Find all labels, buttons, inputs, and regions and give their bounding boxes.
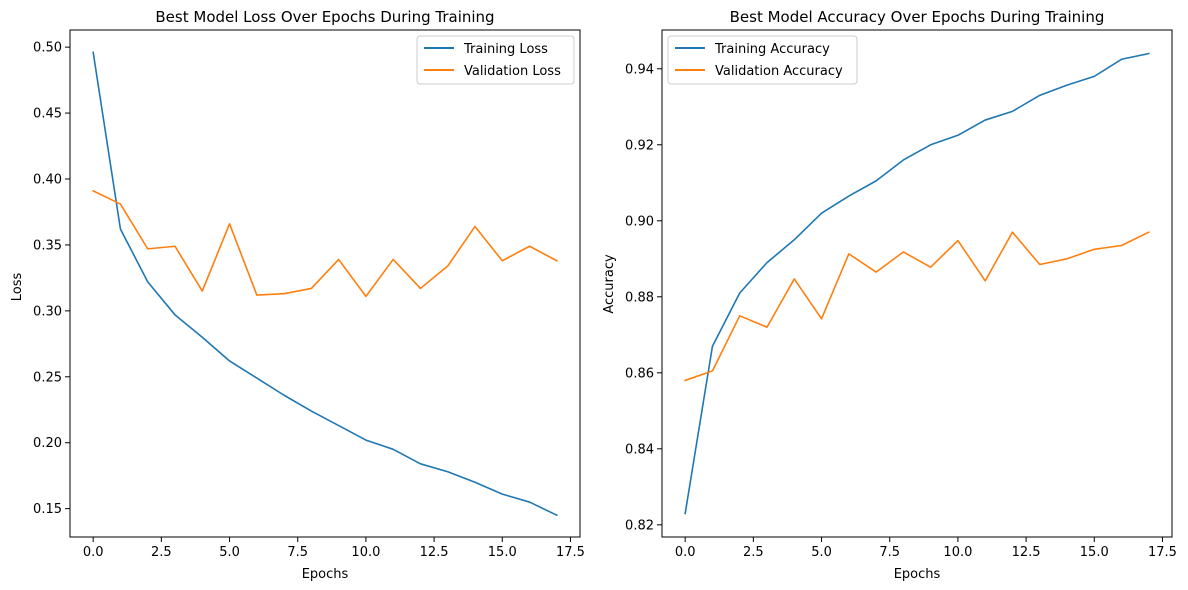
loss-ytick-label: 0.35 xyxy=(33,238,62,253)
loss-xtick-label: 12.5 xyxy=(420,545,449,560)
accuracy-chart-axes-frame xyxy=(661,29,1173,538)
loss-chart-plot-area: 0.0 2.5 5.0 7.5 10.0 12.5 15.0 17.5 0.15 0.20 0.25… xyxy=(33,41,585,560)
loss-xtick-label: 7.5 xyxy=(287,545,308,560)
accuracy-xtick-label: 10.0 xyxy=(943,545,972,560)
loss-ytick-label: 0.20 xyxy=(33,436,62,451)
series-line-training-accuracy xyxy=(684,52,1150,515)
accuracy-ytick-label: 0.84 xyxy=(625,442,654,457)
accuracy-xtick-label: 15.0 xyxy=(1080,545,1109,560)
legend-label-training-accuracy: Training Accuracy xyxy=(714,42,830,57)
loss-legend-box xyxy=(416,35,575,85)
loss-chart-legend: Training Loss Validation Loss xyxy=(416,35,575,85)
loss-chart-axes-frame xyxy=(69,29,581,538)
accuracy-ytick-label: 0.94 xyxy=(625,62,654,77)
loss-ytick-label: 0.25 xyxy=(33,370,62,385)
loss-chart-xlabel: Epochs xyxy=(302,567,349,582)
accuracy-xtick-label: 2.5 xyxy=(743,545,764,560)
accuracy-chart-ylabel: Accuracy xyxy=(602,254,617,314)
accuracy-chart-xlabel: Epochs xyxy=(894,567,941,582)
loss-xtick-label: 17.5 xyxy=(556,545,585,560)
accuracy-chart-plot-area: 0.0 2.5 5.0 7.5 10.0 12.5 15.0 17.5 0.82 0.84 0.86… xyxy=(625,52,1177,560)
loss-xtick-label: 2.5 xyxy=(151,545,172,560)
loss-ytick-label: 0.30 xyxy=(33,304,62,319)
legend-label-validation-accuracy: Validation Accuracy xyxy=(715,64,843,79)
accuracy-legend-box xyxy=(667,35,858,85)
accuracy-chart-title: Best Model Accuracy Over Epochs During T… xyxy=(730,8,1105,26)
accuracy-ytick-label: 0.82 xyxy=(625,518,654,533)
accuracy-chart-panel: Best Model Accuracy Over Epochs During T… xyxy=(602,8,1177,582)
accuracy-ytick-label: 0.86 xyxy=(625,366,654,381)
legend-label-validation-loss: Validation Loss xyxy=(464,64,561,79)
loss-xtick-label: 10.0 xyxy=(351,545,380,560)
series-line-validation-loss xyxy=(92,189,558,298)
accuracy-xtick-label: 0.0 xyxy=(675,545,696,560)
loss-ytick-label: 0.15 xyxy=(33,502,62,517)
loss-ytick-label: 0.40 xyxy=(33,173,62,188)
loss-xtick-label: 0.0 xyxy=(83,545,104,560)
accuracy-xtick-label: 17.5 xyxy=(1148,545,1177,560)
accuracy-chart-legend: Training Accuracy Validation Accuracy xyxy=(667,35,858,85)
legend-label-training-loss: Training Loss xyxy=(463,42,548,57)
loss-chart-ylabel: Loss xyxy=(10,273,25,302)
accuracy-ytick-label: 0.88 xyxy=(625,290,654,305)
loss-chart-panel: Best Model Loss Over Epochs During Train… xyxy=(10,8,585,582)
accuracy-xtick-label: 5.0 xyxy=(811,545,832,560)
loss-chart-title: Best Model Loss Over Epochs During Train… xyxy=(155,8,494,26)
loss-xtick-label: 15.0 xyxy=(488,545,517,560)
series-line-validation-accuracy xyxy=(684,231,1150,382)
loss-ytick-label: 0.50 xyxy=(33,41,62,56)
loss-xtick-label: 5.0 xyxy=(219,545,240,560)
loss-ytick-label: 0.45 xyxy=(33,107,62,122)
series-line-training-loss xyxy=(92,51,558,517)
accuracy-ytick-label: 0.92 xyxy=(625,138,654,153)
accuracy-xtick-label: 12.5 xyxy=(1012,545,1041,560)
accuracy-ytick-label: 0.90 xyxy=(625,214,654,229)
accuracy-xtick-label: 7.5 xyxy=(879,545,900,560)
